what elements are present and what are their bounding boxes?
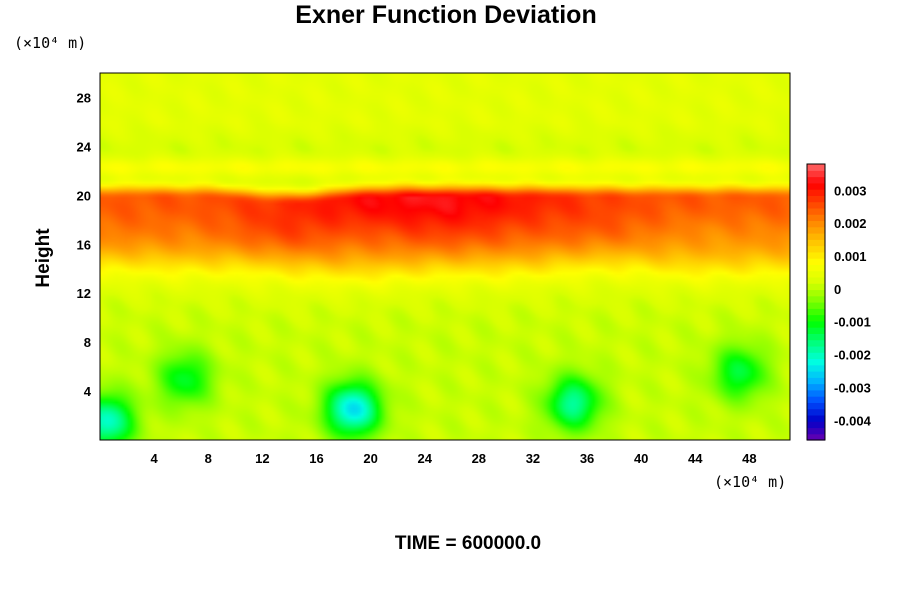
colorbar-swatch (807, 377, 825, 385)
colorbar-swatch (807, 320, 825, 328)
colorbar-tick-label: -0.003 (834, 380, 871, 395)
y-axis-label: Height (33, 228, 54, 288)
colorbar-tick-label: -0.001 (834, 315, 871, 330)
colorbar-swatches (807, 164, 825, 441)
colorbar-swatch (807, 396, 825, 403)
colorbar-swatch (807, 308, 825, 316)
colorbar-tick-label: -0.002 (834, 348, 871, 363)
plot-frame (99, 72, 791, 441)
colorbar-swatch (807, 164, 825, 171)
x-tick-label: 44 (688, 451, 703, 466)
x-tick-label: 12 (255, 451, 269, 466)
y-tick-label: 4 (84, 384, 92, 399)
colorbar-swatch (807, 289, 825, 297)
colorbar-swatch (807, 421, 825, 429)
y-axis-ticks: 4 8 12 16 20 24 28 (77, 90, 92, 399)
colorbar-swatch (807, 214, 825, 222)
x-tick-label: 32 (526, 451, 540, 466)
y-tick-label: 20 (77, 188, 91, 203)
x-tick-label: 8 (205, 451, 212, 466)
colorbar-tick-label: -0.004 (834, 413, 872, 428)
colorbar-swatch (807, 245, 825, 253)
colorbar-tick-label: 0.002 (834, 216, 867, 231)
x-tick-label: 28 (472, 451, 486, 466)
x-axis-unit: (×10⁴ m) (714, 473, 786, 491)
colorbar-tick-label: 0 (834, 282, 841, 297)
colorbar-swatch (807, 402, 825, 410)
colorbar-ticks: 0.003 0.002 0.001 0 -0.001 -0.002 -0.003 -0.004 (834, 183, 872, 428)
x-tick-label: 20 (363, 451, 377, 466)
colorbar-swatch (807, 364, 825, 372)
y-tick-label: 8 (84, 335, 91, 350)
colorbar-swatch (807, 201, 825, 209)
y-tick-label: 16 (77, 237, 91, 252)
colorbar-swatch (807, 233, 825, 240)
colorbar-swatch (807, 383, 825, 391)
colorbar-swatch (807, 264, 825, 272)
colorbar-swatch (807, 189, 825, 196)
colorbar-swatch (807, 251, 825, 259)
colorbar-swatch (807, 276, 825, 284)
colorbar-swatch (807, 239, 825, 247)
colorbar-frame (806, 163, 826, 441)
y-tick-label: 24 (77, 139, 92, 154)
colorbar-swatch (807, 295, 825, 303)
colorbar-swatch (807, 427, 825, 435)
x-tick-label: 40 (634, 451, 648, 466)
colorbar-swatch (807, 327, 825, 334)
y-axis-unit: (×10⁴ m) (14, 34, 86, 52)
chart-title: Exner Function Deviation (295, 1, 596, 29)
colorbar-tick-label: 0.001 (834, 249, 867, 264)
colorbar-swatch (807, 182, 825, 190)
colorbar-swatch (807, 339, 825, 347)
colorbar-swatch (807, 389, 825, 397)
colorbar-swatch (807, 408, 825, 416)
colorbar-swatch (807, 270, 825, 278)
time-label: TIME = 600000.0 (395, 533, 541, 554)
colorbar-swatch (807, 220, 825, 228)
colorbar-swatch (807, 433, 825, 441)
colorbar-swatch (807, 414, 825, 422)
colorbar-swatch (807, 371, 825, 378)
colorbar-swatch (807, 226, 825, 234)
x-tick-label: 16 (309, 451, 323, 466)
colorbar-swatch (807, 207, 825, 215)
colorbar-swatch (807, 358, 825, 366)
x-tick-label: 24 (417, 451, 432, 466)
x-axis-ticks: 4 8 12 16 20 24 28 32 36 40 44 48 (151, 451, 757, 466)
colorbar: 0.003 0.002 0.001 0 -0.001 -0.002 -0.003 -0.004 (806, 163, 872, 441)
colorbar-swatch (807, 258, 825, 265)
colorbar-swatch (807, 283, 825, 291)
colorbar-swatch (807, 302, 825, 309)
colorbar-swatch (807, 333, 825, 341)
x-tick-label: 36 (580, 451, 594, 466)
colorbar-swatch (807, 195, 825, 203)
y-tick-label: 28 (77, 90, 91, 105)
colorbar-swatch (807, 314, 825, 322)
x-tick-label: 48 (742, 451, 756, 466)
colorbar-tick-label: 0.003 (834, 183, 867, 198)
x-tick-label: 4 (151, 451, 159, 466)
heatmap-field (100, 73, 790, 440)
y-tick-label: 12 (77, 286, 91, 301)
colorbar-swatch (807, 170, 825, 178)
colorbar-swatch (807, 352, 825, 360)
plot-area (99, 72, 791, 441)
colorbar-swatch (807, 345, 825, 353)
colorbar-swatch (807, 176, 825, 184)
